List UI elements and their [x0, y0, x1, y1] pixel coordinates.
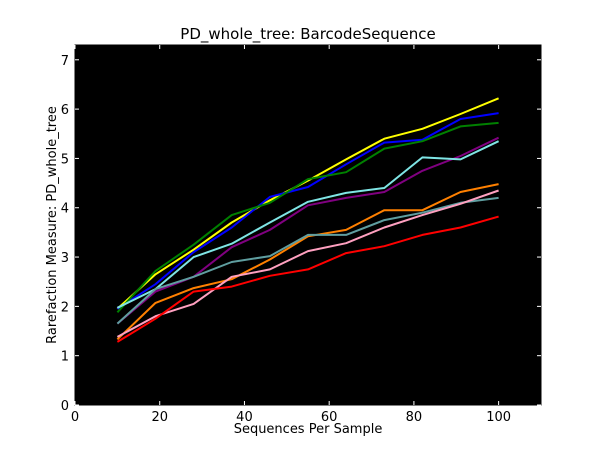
x-tick-label: 0	[71, 410, 79, 425]
x-tick-label: 20	[151, 410, 168, 425]
y-tick-label: 4	[61, 202, 69, 217]
series-line-9	[116, 215, 499, 343]
series-line-2	[116, 112, 499, 310]
x-tick-label: 60	[321, 410, 338, 425]
y-tick-label: 3	[61, 251, 69, 266]
y-tick-label: 1	[61, 350, 69, 365]
series-line-7	[116, 196, 499, 325]
series-line-3	[116, 121, 499, 313]
series-line-1	[116, 97, 499, 310]
x-axis-ticks: 0 20 40 60 80 100	[71, 45, 511, 425]
chart-title: PD_whole_tree: BarcodeSequence	[180, 25, 435, 44]
y-tick-label: 7	[61, 54, 69, 69]
y-tick-label: 6	[61, 103, 69, 118]
x-tick-label: 100	[486, 410, 511, 425]
plot-area	[74, 44, 542, 406]
x-tick-label: 40	[236, 410, 253, 425]
x-axis-label: Sequences Per Sample	[234, 422, 383, 437]
x-tick-label: 80	[406, 410, 423, 425]
series-layer	[116, 97, 500, 343]
series-line-5	[116, 140, 500, 309]
y-tick-label: 5	[61, 152, 69, 167]
y-tick-label: 0	[61, 399, 69, 414]
y-axis-ticks: 0 1 2 3 4 5 6 7	[61, 54, 541, 414]
y-tick-label: 2	[61, 300, 69, 315]
series-line-6	[116, 183, 499, 341]
y-axis-label: Rarefaction Measure: PD_whole_tree	[45, 106, 60, 344]
series-line-8	[116, 189, 499, 338]
